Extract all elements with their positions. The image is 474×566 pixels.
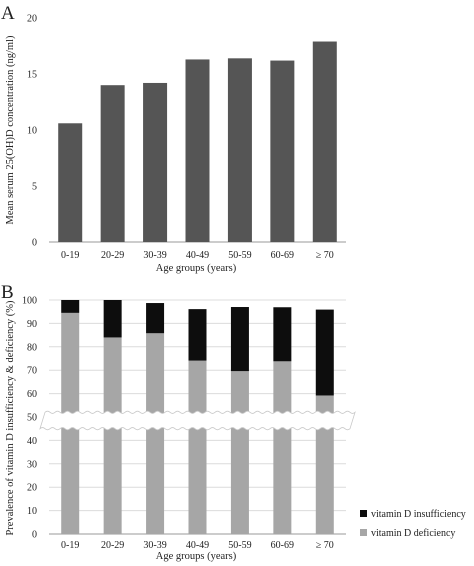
chart-a-bar xyxy=(100,85,125,242)
chart-a-x-tick-label: 40-49 xyxy=(186,250,209,261)
chart-a-bar xyxy=(312,41,337,242)
chart-a: 0 5 10 15 20 0-19 20-29 30-39 40-49 50-59 60-69 ≥ 7… xyxy=(27,14,346,261)
chart-a-x-tick-label: 20-29 xyxy=(101,250,124,261)
chart-b: 0 10 20 30 40 50 60 70 80 90 100 0-19 20-29 30-39 40-4… xyxy=(22,296,356,551)
chart-b-x-tick-label: 0-19 xyxy=(61,540,79,551)
chart-a-y-tick-label: 5 xyxy=(32,182,37,193)
chart-a-x-tick-label: 50-59 xyxy=(228,250,251,261)
chart-b-y-tick-label: 90 xyxy=(27,319,37,330)
chart-b-y-tick-label: 80 xyxy=(27,342,37,353)
chart-b-bar-insufficiency xyxy=(315,309,334,396)
chart-b-x-tick-label: ≥ 70 xyxy=(316,540,334,551)
chart-a-x-tick-label: 0-19 xyxy=(61,250,79,261)
chart-b-x-tick-label: 20-29 xyxy=(101,540,124,551)
chart-b-bar-insufficiency xyxy=(273,307,292,362)
chart-a-x-tick-label: 30-39 xyxy=(143,250,166,261)
chart-a-bar xyxy=(58,123,83,242)
chart-b-bar-deficiency xyxy=(146,333,165,534)
panel-letter-a: A xyxy=(1,3,15,24)
chart-b-y-tick-label: 50 xyxy=(27,413,37,424)
chart-b-bar-insufficiency xyxy=(61,300,80,313)
chart-a-y-tick-label: 15 xyxy=(27,70,37,81)
chart-b-bar-deficiency xyxy=(273,361,292,534)
chart-b-y-tick-label: 60 xyxy=(27,389,37,400)
chart-b-x-tick-label: 50-59 xyxy=(228,540,251,551)
chart-b-y-tick-label: 40 xyxy=(27,436,37,447)
chart-b-bar-deficiency xyxy=(103,337,122,534)
chart-b-x-tick-label: 60-69 xyxy=(271,540,294,551)
chart-b-bar-deficiency xyxy=(230,371,249,534)
legend-swatch-insufficiency xyxy=(360,510,367,517)
chart-b-y-tick-label: 70 xyxy=(27,366,37,377)
chart-a-bar xyxy=(227,58,252,242)
chart-b-bar-insufficiency xyxy=(103,300,122,338)
legend-label-insufficiency: vitamin D insufficiency xyxy=(371,509,466,520)
chart-b-y-tick-label: 20 xyxy=(27,483,37,494)
chart-b-bar-insufficiency xyxy=(146,303,165,334)
chart-a-bar xyxy=(143,82,168,243)
chart-a-y-axis-title: Mean serum 25(OH)D concentration (ng/ml) xyxy=(5,35,16,224)
chart-a-bar xyxy=(185,59,210,242)
chart-b-bar-deficiency xyxy=(315,395,334,534)
chart-b-axis-break xyxy=(39,410,356,431)
chart-b-y-tick-label: 100 xyxy=(22,296,37,307)
legend-swatch-deficiency xyxy=(360,529,367,536)
chart-b-y-tick-label: 30 xyxy=(27,459,37,470)
chart-a-x-tick-label: 60-69 xyxy=(271,250,294,261)
chart-b-bar-insufficiency xyxy=(230,307,249,372)
chart-b-y-tick-label: 10 xyxy=(27,506,37,517)
chart-b-x-tick-label: 40-49 xyxy=(186,540,209,551)
chart-a-x-tick-label: ≥ 70 xyxy=(316,250,334,261)
legend-label-deficiency: vitamin D deficiency xyxy=(371,528,455,539)
chart-a-bar xyxy=(270,60,295,243)
chart-b-y-tick-label: 0 xyxy=(32,530,37,541)
chart-a-y-tick-label: 0 xyxy=(32,238,37,249)
chart-b-x-tick-label: 30-39 xyxy=(143,540,166,551)
chart-b-x-axis-title: Age groups (years) xyxy=(156,551,237,562)
chart-b-bar-insufficiency xyxy=(188,309,207,361)
panel-letter-b: B xyxy=(1,282,14,303)
chart-a-x-axis-title: Age groups (years) xyxy=(156,263,237,274)
chart-b-y-axis-title: Prevalence of vitamin D insufficiency & … xyxy=(5,300,16,536)
chart-b-legend: vitamin D insufficiency vitamin D defici… xyxy=(360,509,466,539)
chart-a-y-tick-label: 10 xyxy=(27,126,37,137)
chart-a-y-tick-label: 20 xyxy=(27,14,37,25)
chart-b-bar-deficiency xyxy=(188,360,207,534)
